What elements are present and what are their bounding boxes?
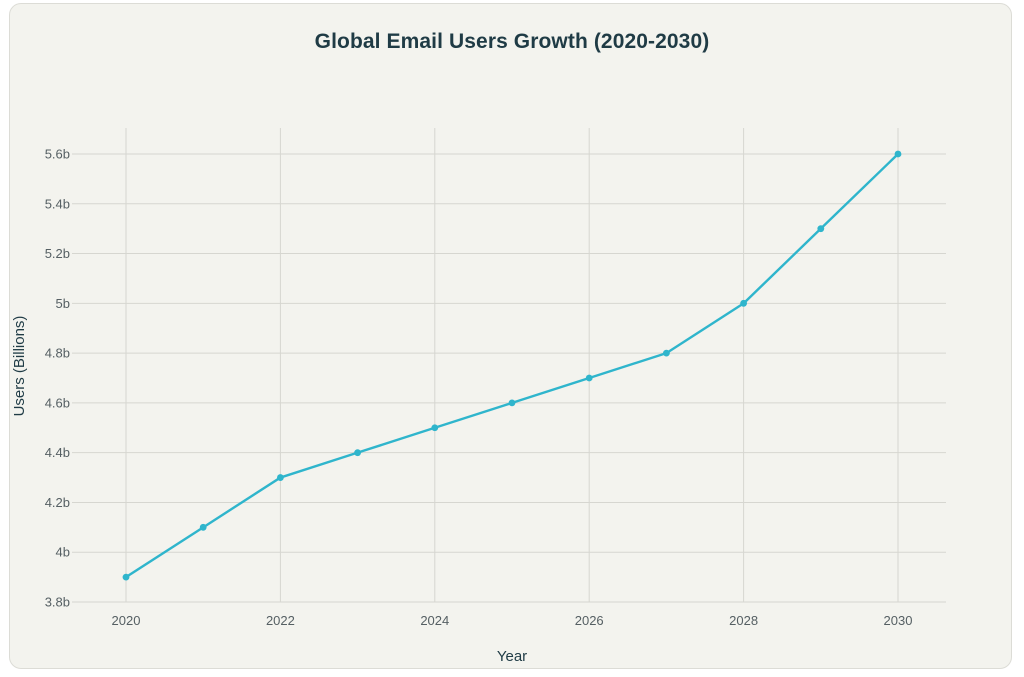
y-axis-title: Users (Billions)	[11, 316, 28, 417]
data-point[interactable]	[740, 299, 747, 307]
x-tick-label: 2024	[420, 613, 449, 628]
x-tick-label: 2030	[884, 613, 913, 628]
data-point[interactable]	[431, 424, 439, 432]
y-tick-label: 5.6b	[45, 147, 70, 162]
y-tick-label: 4.2b	[45, 495, 70, 510]
y-axis-ticks: 3.8b 4b 4.2b 4.4b 4.6b 4.8b 5b 5.2b 5.4b 5.6b	[45, 147, 70, 610]
x-axis-title: Year	[497, 648, 527, 665]
y-tick-label: 4b	[56, 545, 70, 560]
chart-card	[9, 3, 1012, 669]
series-line	[125, 153, 899, 579]
data-point[interactable]	[585, 374, 593, 382]
data-point[interactable]	[817, 225, 825, 233]
x-tick-label: 2028	[729, 613, 758, 628]
data-point[interactable]	[894, 150, 902, 158]
data-point[interactable]	[354, 449, 361, 457]
data-series	[122, 150, 902, 581]
grid-lines	[72, 128, 946, 603]
y-tick-label: 4.8b	[45, 346, 70, 361]
data-point[interactable]	[508, 399, 516, 407]
data-point[interactable]	[663, 349, 670, 357]
data-point[interactable]	[277, 474, 284, 481]
y-tick-label: 4.6b	[45, 395, 70, 410]
y-tick-label: 4.4b	[45, 445, 70, 460]
y-tick-label: 3.8b	[45, 595, 70, 610]
x-tick-label: 2022	[266, 613, 295, 628]
data-point[interactable]	[122, 573, 130, 581]
chart-title: Global Email Users Growth (2020-2030)	[314, 30, 710, 53]
x-tick-label: 2026	[575, 613, 604, 628]
y-tick-label: 5b	[56, 296, 70, 311]
y-tick-label: 5.2b	[45, 246, 70, 261]
x-axis-ticks: 2020 2022 2024 2026 2028 2030	[112, 613, 913, 628]
y-tick-label: 5.4b	[45, 196, 70, 211]
x-tick-label: 2020	[112, 613, 141, 628]
data-point[interactable]	[199, 523, 207, 531]
